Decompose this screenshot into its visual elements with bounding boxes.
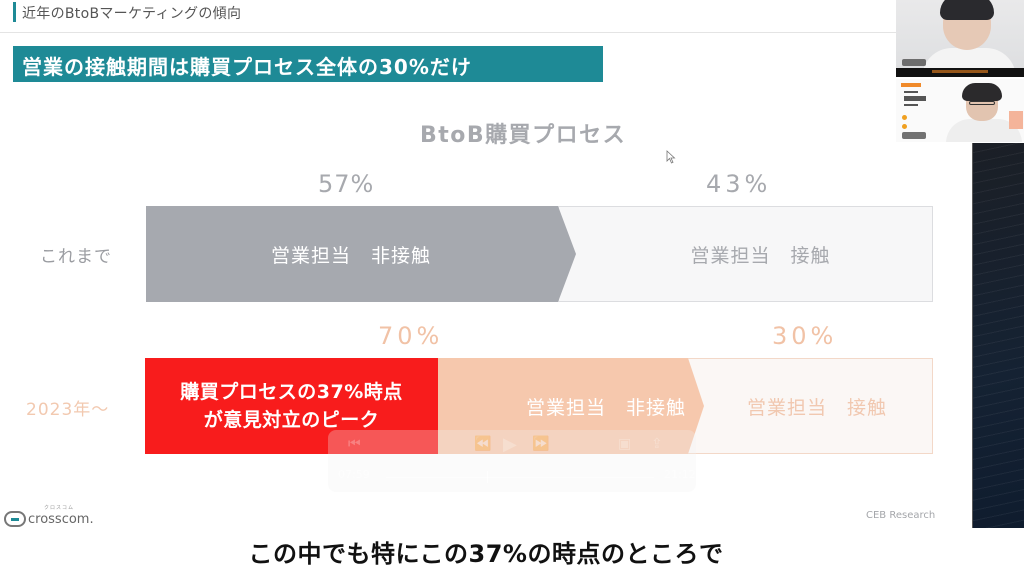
row1-segment-contact: 営業担当 接触: [558, 206, 933, 302]
progress-track[interactable]: [386, 477, 654, 478]
speaker-caption-bar: [896, 68, 1024, 77]
presenter-nametag: [902, 132, 926, 139]
contact-icon-1: [902, 115, 907, 120]
row2-segment-contact-label: 営業担当 接触: [746, 396, 887, 419]
duration-time: 21:12: [664, 468, 696, 481]
pip-icon[interactable]: ▣: [618, 436, 632, 452]
contact-icon-2: [902, 124, 907, 129]
row2-highlight-peak: 購買プロセスの37%時点 が意見対立のピーク: [145, 358, 438, 454]
share-icon[interactable]: ⇪: [651, 436, 663, 452]
video-controls-overlay[interactable]: ⏮ ⏪ ▶ ⏩ ▣ ⇪ 07:59 21:12: [328, 430, 696, 492]
crosscom-logo-icon: [4, 511, 26, 527]
row2-pct-contact: 30%: [772, 322, 838, 350]
presentation-slide: 近年のBtoBマーケティングの傾向 営業の接触期間は購買プロセス全体の30%だけ…: [0, 0, 972, 568]
row1-segment-noncontact-label: 営業担当 非接触: [270, 244, 431, 267]
presenter-name-roman: [904, 104, 918, 106]
row2-segment-noncontact-label: 営業担当 非接触: [525, 396, 686, 419]
row2-pct-noncontact: 70%: [378, 322, 444, 350]
elapsed-time: 07:59: [338, 468, 370, 481]
background-panel: [972, 143, 1024, 528]
speaker-nametag: [902, 59, 926, 66]
row1-label: これまで: [40, 247, 112, 267]
source-credit: CEB Research: [866, 510, 936, 521]
highlight-line2: が意見対立のピーク: [203, 409, 380, 431]
row1-pct-noncontact: 57%: [318, 170, 375, 198]
presenter-name: [904, 96, 926, 101]
prev-icon[interactable]: ⏮: [348, 436, 361, 452]
slide-title-band: 営業の接触期間は購買プロセス全体の30%だけ: [13, 46, 603, 82]
rewind-icon[interactable]: ⏪: [474, 436, 492, 452]
fast-forward-icon[interactable]: ⏩: [532, 436, 550, 452]
chart-title: BtoB購買プロセス: [420, 123, 627, 148]
row1-segment-contact-label: 営業担当 接触: [690, 244, 831, 267]
presenter-glasses: [969, 101, 995, 105]
row2-label: 2023年〜: [26, 400, 110, 420]
logo-kana: クロスコム: [44, 505, 75, 511]
row2-segment-contact: 営業担当 接触: [685, 358, 933, 454]
row1-pct-contact: 43%: [706, 170, 772, 198]
mouse-cursor-icon: [666, 150, 676, 164]
presenter-brand-logo: [901, 83, 921, 87]
qr-code: [1009, 111, 1023, 129]
presenter-role: [904, 91, 918, 93]
crosscom-logo: crosscom. クロスコム: [4, 505, 94, 530]
presenter-camera-tile[interactable]: [896, 79, 1024, 142]
slide-title: 営業の接触期間は購買プロセス全体の30%だけ: [22, 55, 472, 79]
presenter-hair: [962, 83, 1002, 101]
logo-name: crosscom.: [28, 511, 94, 527]
speaker-body: [922, 48, 1016, 68]
row2-segment-noncontact: 営業担当 非接触: [438, 358, 704, 454]
progress-thumb[interactable]: [487, 471, 488, 483]
speaker-hair: [940, 0, 994, 20]
presenter-body: [946, 119, 1022, 142]
section-accent-bar: [13, 2, 16, 22]
section-header-text: 近年のBtoBマーケティングの傾向: [22, 6, 242, 22]
video-subtitle: この中でも特にこの37%の時点のところで: [248, 540, 724, 568]
speaker-caption-strip: [896, 0, 1024, 78]
section-header: 近年のBtoBマーケティングの傾向: [0, 0, 972, 33]
play-icon[interactable]: ▶: [503, 434, 517, 455]
row1-segment-noncontact: 営業担当 非接触: [146, 206, 576, 302]
speaker-camera-tile[interactable]: [896, 0, 1024, 68]
highlight-line1: 購買プロセスの37%時点: [180, 381, 403, 403]
